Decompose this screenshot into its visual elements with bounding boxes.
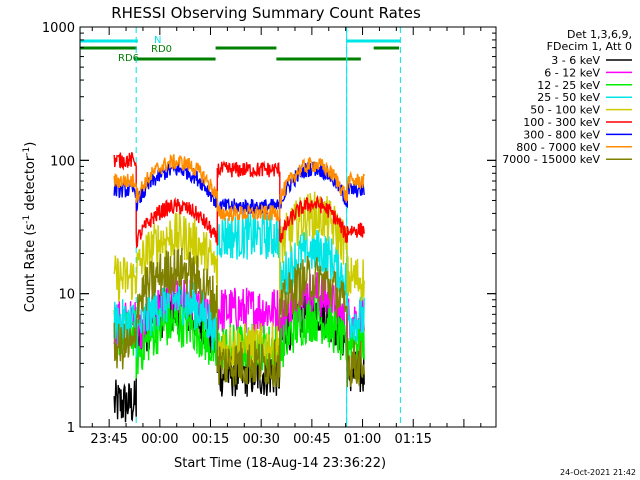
x-tick-label: 01:15 [394,432,431,447]
rd0-flag-label: RD0 [151,44,172,55]
x-tick-label: 00:00 [141,432,178,447]
y-tick-label: 10 [58,288,75,303]
timestamp: 24-Oct-2021 21:42 [560,468,636,477]
legend-entry-label: 7000 - 15000 keV [502,153,600,166]
series-line [113,247,365,388]
legend-entry-label: 25 - 50 keV [537,91,600,104]
legend-entry-label: 800 - 7000 keV [516,141,600,154]
legend-header: FDecim 1, Att 0 [547,40,632,53]
legend-entry-label: 50 - 100 keV [530,104,600,117]
x-axis-title: Start Time (18-Aug-14 23:36:22) [174,456,386,471]
x-tick-label: 00:45 [293,432,330,447]
legend-entry-label: 3 - 6 keV [551,54,600,67]
x-axis: 23:45 00:00 00:15 00:30 00:45 01:00 01:15 [90,27,482,447]
plot-frame [79,26,497,428]
series-line [113,212,365,358]
x-tick-label: 00:30 [242,432,279,447]
legend-header: Det 1,3,6,9, [567,28,632,41]
y-axis-title-sup1: -1 [22,215,32,224]
y-axis-title-main: Count Rate (s [23,224,38,313]
legend-entry-label: 12 - 25 keV [537,79,600,92]
series-group [113,152,365,423]
series-line [113,154,365,222]
series-line [113,161,365,217]
y-axis: 1 10 100 1000 [42,21,496,436]
x-tick-label: 23:45 [90,432,127,447]
x-tick-label: 01:00 [344,432,381,447]
legend-entry-label: 300 - 800 keV [523,128,600,141]
y-axis-title: Count Rate (s-1 detector-1) [22,142,38,313]
legend-entry-label: 6 - 12 keV [544,66,600,79]
y-tick-label: 1000 [42,21,75,36]
series-line [113,191,365,371]
y-tick-label: 1 [67,421,75,436]
y-axis-title-sup2: -1 [22,147,32,156]
y-tick-label: 100 [50,154,75,169]
y-axis-title-mid: detector [23,155,38,215]
legend-entry-label: 100 - 300 keV [523,116,600,129]
chart-title: RHESSI Observing Summary Count Rates [111,4,421,22]
night-flag-label: N [154,35,161,46]
series-line [113,152,365,249]
x-tick-label: 00:15 [192,432,229,447]
y-axis-title-end: ) [23,142,38,147]
rd6-flag-label: RD6 [118,53,139,64]
